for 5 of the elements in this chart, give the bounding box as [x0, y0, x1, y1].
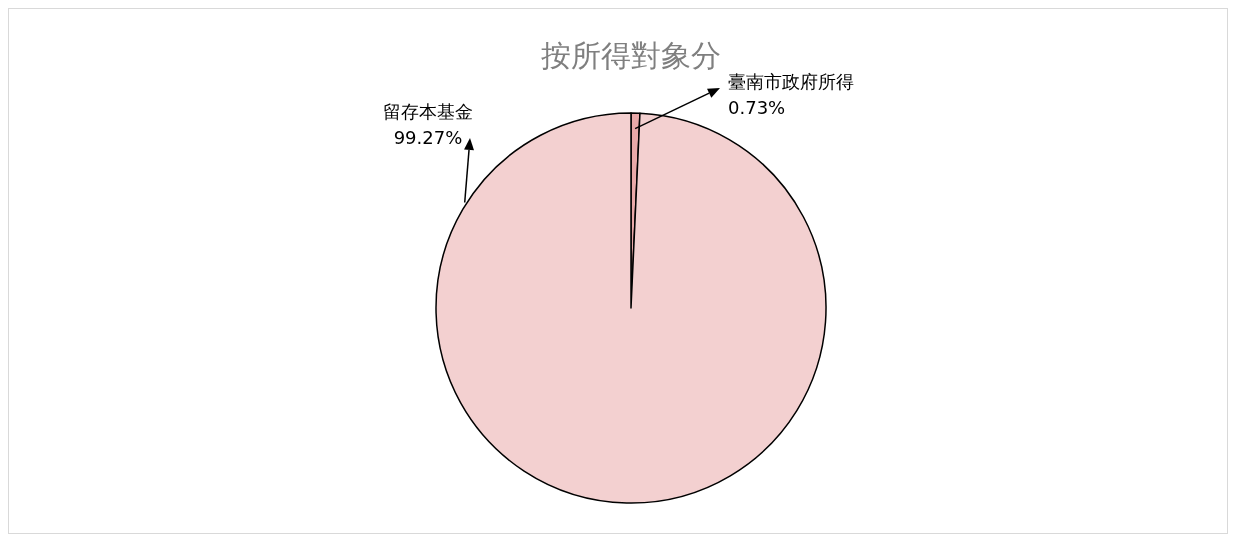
slice-label: 留存本基金 — [383, 101, 473, 122]
data-label: 99.27% — [393, 127, 463, 148]
slice-label: 臺南市政府所得 — [728, 71, 854, 92]
chart-title: 按所得對象分 — [541, 38, 721, 73]
data-label: 0.73% — [728, 97, 786, 118]
